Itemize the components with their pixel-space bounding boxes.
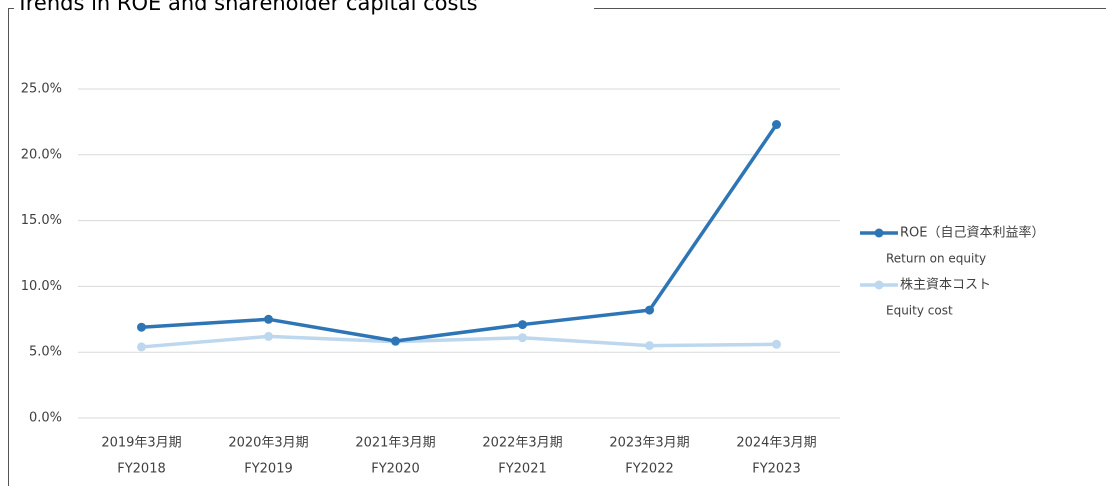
x-tick-label: FY2019 [244, 462, 293, 477]
x-tick-label: FY2023 [752, 462, 801, 477]
legend-swatch-marker [874, 280, 884, 290]
data-point [772, 120, 781, 130]
x-tick-label: 2019年3月期 [101, 436, 181, 451]
y-tick-label: 20.0% [21, 147, 62, 162]
x-tick-label: 2024年3月期 [736, 436, 816, 451]
y-tick-label: 0.0% [29, 411, 62, 426]
legend-swatch-marker [874, 228, 884, 238]
data-point [137, 322, 146, 332]
legend-label: Return on equity [886, 252, 986, 266]
data-point [264, 331, 273, 341]
x-tick-label: 2023年3月期 [609, 436, 689, 451]
data-point [645, 341, 654, 351]
series-line [141, 334, 777, 349]
series-line [141, 123, 778, 343]
chart-title: Trends in ROE and shareholder capital co… [15, 0, 478, 15]
legend-label: ROE（自己資本利益率） [900, 225, 1044, 241]
y-tick-label: 15.0% [21, 213, 62, 228]
x-tick-label: FY2022 [625, 462, 674, 477]
title-backdrop [14, 0, 594, 14]
data-point [518, 333, 527, 343]
legend-label: 株主資本コスト [900, 278, 991, 293]
y-tick-label: 5.0% [29, 345, 62, 360]
data-point [518, 320, 527, 330]
y-tick-label: 10.0% [21, 279, 62, 294]
data-point [391, 336, 400, 346]
legend-label: Equity cost [886, 304, 953, 318]
y-tick-label: 25.0% [21, 82, 62, 97]
data-point [264, 314, 273, 324]
x-tick-label: 2020年3月期 [228, 436, 308, 451]
data-point [645, 305, 654, 315]
frame [8, 8, 1106, 486]
data-point [772, 339, 781, 349]
data-point [137, 342, 146, 352]
x-tick-label: FY2020 [371, 462, 420, 477]
x-tick-label: 2022年3月期 [482, 436, 562, 451]
x-tick-label: 2021年3月期 [355, 436, 435, 451]
x-tick-label: FY2018 [117, 462, 166, 477]
x-tick-label: FY2021 [498, 462, 547, 477]
